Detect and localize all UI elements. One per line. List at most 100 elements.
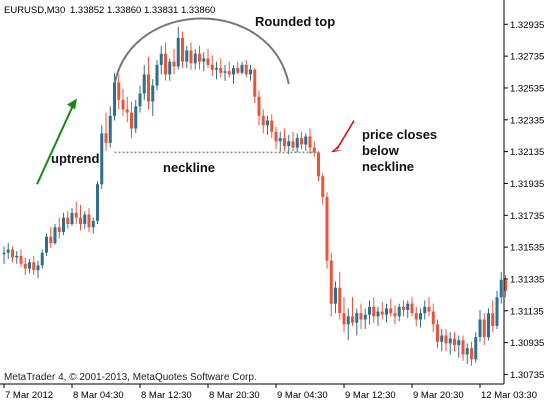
candle (32, 255, 36, 275)
uptrend-arrow-head (67, 98, 77, 110)
bear-candle-body (308, 136, 312, 148)
candle (295, 133, 299, 153)
candle (159, 45, 163, 75)
bull-candle-body (159, 53, 163, 65)
price-tick-label: 1.31335 (510, 274, 544, 285)
price-tick-label: 1.32135 (510, 147, 544, 158)
candle (287, 134, 291, 155)
bear-candle-body (206, 58, 210, 65)
candle (402, 300, 405, 317)
bull-candle-body (397, 306, 401, 317)
bear-candle-body (121, 99, 125, 110)
bull-candle-body (487, 313, 490, 338)
bear-candle-body (410, 303, 414, 314)
candle (15, 251, 19, 264)
copyright-footer: MetaTrader 4, © 2001-2013, MetaQuotes So… (4, 372, 257, 383)
bull-candle-body (368, 306, 371, 315)
bull-candle-body (134, 106, 138, 129)
bull-candle-body (155, 64, 159, 86)
bull-candle-body (40, 252, 44, 266)
bull-candle-body (45, 236, 48, 253)
bear-candle-body (210, 64, 214, 70)
candle (193, 48, 197, 70)
bear-candle-body (117, 82, 121, 100)
candle (223, 64, 227, 81)
bear-candle-body (219, 68, 223, 73)
bull-candle-body (2, 252, 6, 255)
candle (325, 192, 329, 269)
candle (312, 141, 316, 158)
bear-candle-body (359, 313, 363, 320)
bull-candle-body (15, 255, 19, 258)
bear-candle-body (380, 311, 384, 315)
bull-candle-body (202, 58, 206, 62)
candle (355, 308, 359, 336)
price-axis-ticks: 1.32935 1.32735 1.32535 1.32335 1.32135 1.319… (504, 20, 544, 381)
bear-candle-body (253, 69, 257, 97)
candle (57, 217, 61, 239)
candle (147, 56, 150, 110)
bull-candle-body (96, 184, 99, 221)
candle (236, 61, 240, 75)
bear-candle-body (436, 324, 439, 342)
time-tick-label: 7 Mar 2012 (5, 390, 53, 401)
price-closes-label-1: price closes (362, 127, 437, 142)
candle (249, 64, 252, 81)
candle (474, 332, 478, 363)
bull-candle-body (176, 37, 180, 67)
neckline-label: neckline (163, 160, 215, 175)
candle (478, 309, 482, 342)
candle (351, 297, 354, 326)
bear-candle-body (49, 236, 53, 244)
bear-candle-body (274, 131, 278, 142)
bull-candle-body (53, 227, 57, 244)
time-tick-label: 9 Mar 20:30 (413, 390, 464, 401)
bull-candle-body (91, 220, 95, 228)
candle (321, 173, 325, 205)
bull-candle-body (499, 279, 503, 298)
candle (376, 306, 380, 326)
candle (261, 109, 265, 134)
bear-candle-body (444, 335, 448, 344)
candle (304, 133, 308, 151)
bear-candle-body (104, 133, 108, 143)
candle (79, 204, 82, 231)
candle (278, 131, 282, 153)
candle (270, 114, 274, 139)
candle (495, 290, 499, 330)
candle (389, 298, 393, 317)
candle (202, 52, 206, 72)
candle (457, 335, 461, 358)
candle (45, 233, 48, 256)
candle (308, 128, 312, 155)
candle (291, 131, 295, 151)
ohlc-values: 1.33852 1.33860 1.33831 1.33860 (70, 5, 215, 16)
candle (393, 305, 397, 325)
bear-candle-body (172, 61, 176, 67)
candle (189, 42, 193, 70)
bear-candle-body (317, 152, 320, 177)
bear-candle-body (393, 313, 397, 317)
bull-candle-body (419, 313, 422, 320)
candle (440, 329, 444, 352)
candle (62, 212, 65, 236)
candle (300, 131, 303, 150)
bull-candle-body (346, 316, 350, 325)
bull-candle-body (278, 138, 282, 142)
candle (172, 48, 176, 75)
candle (66, 211, 70, 229)
time-tick-label: 12 Mar 03:30 (481, 390, 537, 401)
bull-candle-body (295, 138, 299, 148)
candle (23, 257, 27, 275)
bull-candle-body (304, 136, 308, 145)
bull-candle-body (142, 74, 146, 94)
bear-candle-body (338, 287, 342, 314)
bear-candle-body (181, 37, 184, 62)
bull-candle-body (168, 61, 172, 75)
bear-candle-body (427, 306, 431, 312)
bull-candle-body (355, 313, 359, 323)
candle (176, 26, 180, 70)
candle (253, 68, 257, 104)
candle (482, 313, 486, 346)
